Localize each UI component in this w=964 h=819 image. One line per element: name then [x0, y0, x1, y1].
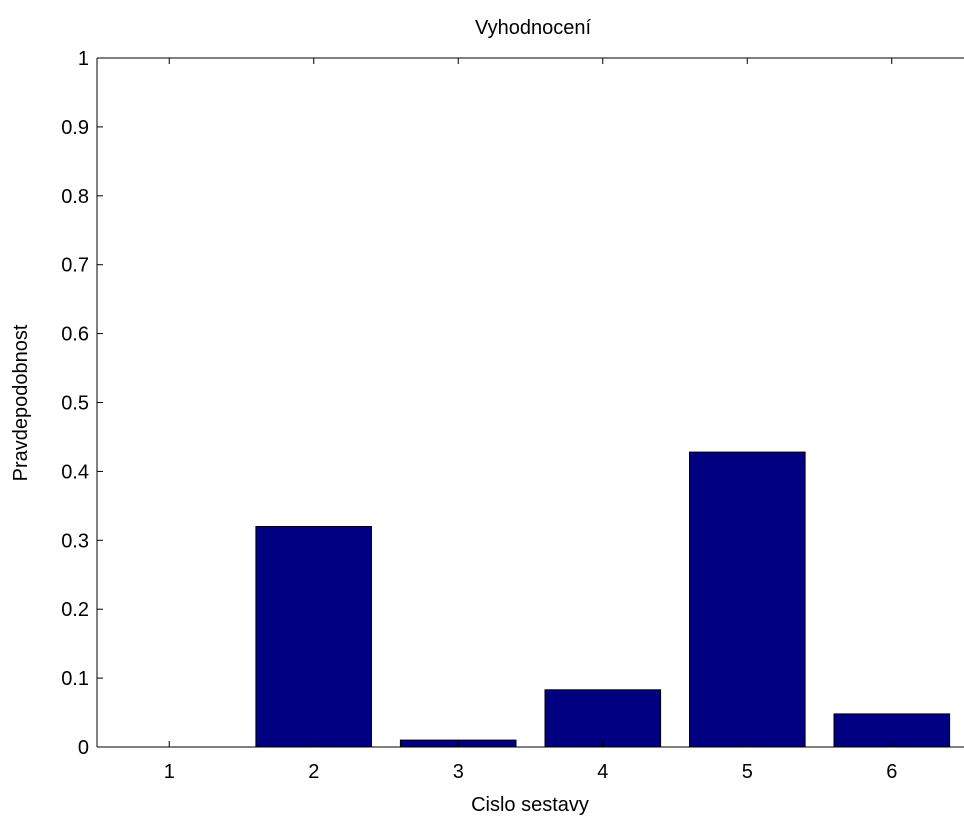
bar-2 [255, 526, 372, 748]
y-tick-label: 1 [78, 48, 89, 70]
x-axis-label: Cislo sestavy [471, 794, 589, 816]
y-tick-label: 0.6 [61, 324, 89, 346]
x-tick-label: 1 [164, 761, 175, 783]
x-tick-label: 5 [742, 761, 753, 783]
x-tick-label: 6 [886, 761, 897, 783]
y-tick-label: 0.8 [61, 186, 89, 208]
y-tick-label: 0.5 [61, 393, 89, 415]
bars-group [255, 451, 951, 748]
y-tick-label: 0.3 [61, 530, 89, 552]
bar-4 [544, 689, 662, 748]
y-tick-label: 0.7 [61, 255, 89, 277]
y-tick-label: 0.9 [61, 117, 89, 139]
y-tick-label: 0.4 [61, 461, 89, 483]
x-tick-label: 4 [597, 761, 608, 783]
x-tick-label: 3 [453, 761, 464, 783]
y-tick-label: 0 [78, 737, 89, 759]
chart-title: Vyhodnocení [475, 17, 591, 39]
x-ticks-group: 1 2 3 4 5 6 [164, 58, 897, 783]
bar-5 [689, 451, 806, 748]
x-tick-label: 2 [308, 761, 319, 783]
y-tick-label: 0.1 [61, 668, 89, 690]
y-ticks-group: 0 0.1 0.2 0.3 0.4 0.5 0.6 0.7 0.8 0.9 1 [61, 48, 103, 759]
y-tick-label: 0.2 [61, 599, 89, 621]
y-axis-label: Pravdepodobnost [10, 324, 32, 481]
